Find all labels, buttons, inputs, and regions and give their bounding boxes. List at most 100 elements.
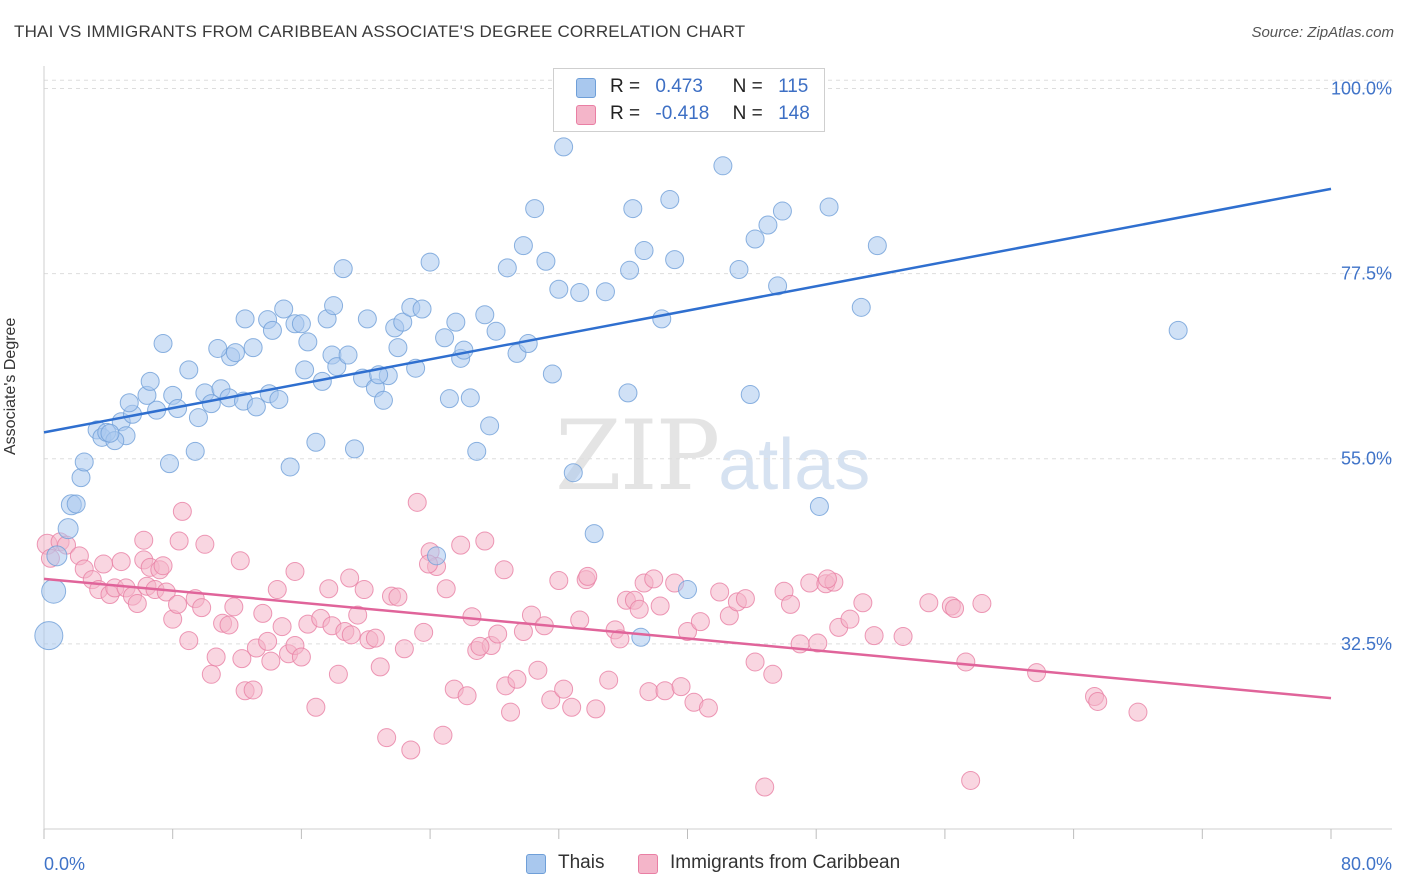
caribbean-point (243, 680, 263, 700)
thais-point (333, 259, 353, 279)
caribbean-point (817, 569, 837, 589)
thais-point (427, 546, 447, 566)
thais-point (140, 371, 160, 391)
thais-point (57, 518, 79, 540)
caribbean-point (219, 615, 239, 635)
thais-point (623, 199, 643, 219)
caribbean-point (554, 679, 574, 699)
caribbean-point (230, 551, 250, 571)
caribbean-point (451, 535, 471, 555)
thais-point (542, 364, 562, 384)
y-axis-label: Associate's Degree (2, 317, 19, 455)
thais-point (71, 468, 91, 488)
thais-point (185, 441, 205, 461)
caribbean-point (501, 702, 521, 722)
caribbean-point (644, 569, 664, 589)
legend-n-label: N = (732, 103, 763, 124)
y-tick-label: 100.0% (1331, 78, 1392, 98)
thais-swatch (576, 78, 596, 98)
caribbean-point (111, 552, 131, 572)
caribbean-point (528, 660, 548, 680)
caribbean-point (258, 631, 278, 651)
caribbean-point (586, 699, 606, 719)
thais-point (298, 332, 318, 352)
thais-point (729, 259, 749, 279)
thais-point (631, 627, 651, 647)
legend-r-value: 0.473 (655, 76, 703, 97)
thais-point (393, 312, 413, 332)
caribbean-point (763, 664, 783, 684)
caribbean-point (853, 593, 873, 613)
caribbean-point (475, 531, 495, 551)
thais-point (344, 439, 364, 459)
caribbean-point (414, 622, 434, 642)
caribbean-point (306, 697, 326, 717)
thais-point (243, 338, 263, 358)
thais-point (179, 360, 199, 380)
thais-point (678, 580, 697, 600)
caribbean-point (570, 610, 590, 630)
caribbean-point (127, 594, 147, 614)
caribbean-point (134, 530, 154, 550)
bottom-legend-label: Immigrants from Caribbean (670, 852, 901, 873)
x-tick-label: 80.0% (1341, 854, 1392, 874)
caribbean-point (690, 612, 710, 632)
thais-point (525, 199, 545, 219)
thais-point (100, 423, 120, 443)
watermark-zip: ZIP (555, 400, 720, 512)
caribbean-point (328, 664, 348, 684)
thais-point (497, 258, 517, 278)
caribbean-point (710, 582, 730, 602)
thais-point (291, 314, 311, 334)
legend-n-label: N = (732, 76, 763, 97)
caribbean-point (201, 664, 221, 684)
caribbean-point (341, 625, 361, 645)
thais-point (420, 252, 440, 272)
caribbean-point (1128, 702, 1148, 722)
caribbean-point (893, 626, 913, 646)
thais-point (357, 309, 377, 329)
thais-point (446, 312, 466, 332)
y-tick-label: 32.5% (1341, 634, 1392, 654)
caribbean-point (507, 669, 527, 689)
thais-point (563, 463, 583, 483)
thais-point (620, 260, 640, 280)
thais-point (274, 299, 294, 319)
watermark-atlas: atlas (718, 425, 871, 505)
thais-point (159, 454, 179, 474)
x-tick-label: 0.0% (44, 854, 85, 874)
caribbean-point (1088, 691, 1108, 711)
caribbean-point (168, 594, 188, 614)
thais-swatch (526, 854, 546, 874)
legend-row-caribbean: R = -0.418 N = 148 (576, 103, 810, 125)
caribbean-point (800, 573, 820, 593)
caribbean-point (919, 593, 939, 613)
caribbean-point (394, 639, 414, 659)
thais-point (480, 416, 500, 436)
caribbean-point (224, 597, 244, 617)
legend-r-value: -0.418 (655, 103, 710, 124)
thais-point (740, 385, 760, 405)
thais-point (584, 524, 604, 544)
thais-point (412, 299, 432, 319)
thais-point (66, 494, 86, 514)
thais-point (74, 452, 94, 472)
thais-point (460, 388, 480, 408)
thais-point (1168, 320, 1188, 340)
caribbean-point (319, 579, 339, 599)
thais-point (235, 309, 255, 329)
thais-point (454, 340, 474, 360)
caribbean-point (179, 631, 199, 651)
caribbean-swatch (576, 105, 596, 125)
caribbean-point (650, 596, 670, 616)
caribbean-point (285, 561, 305, 581)
thais-point (435, 328, 455, 348)
caribbean-point (735, 589, 755, 609)
thais-point (652, 309, 672, 329)
caribbean-point (972, 594, 992, 614)
caribbean-point (436, 579, 456, 599)
thais-point (513, 236, 533, 256)
caribbean-point (629, 599, 649, 619)
caribbean-point (457, 686, 477, 706)
watermark: ZIPatlas (555, 400, 870, 512)
